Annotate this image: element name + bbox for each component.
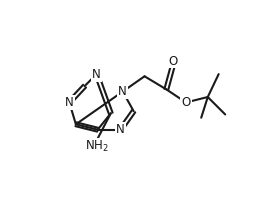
Text: O: O <box>168 54 177 68</box>
Text: N: N <box>92 68 101 81</box>
Text: N: N <box>116 123 125 136</box>
Text: N: N <box>118 85 127 98</box>
Text: NH$_2$: NH$_2$ <box>85 138 108 154</box>
Text: O: O <box>181 96 191 109</box>
Text: N: N <box>65 96 74 109</box>
